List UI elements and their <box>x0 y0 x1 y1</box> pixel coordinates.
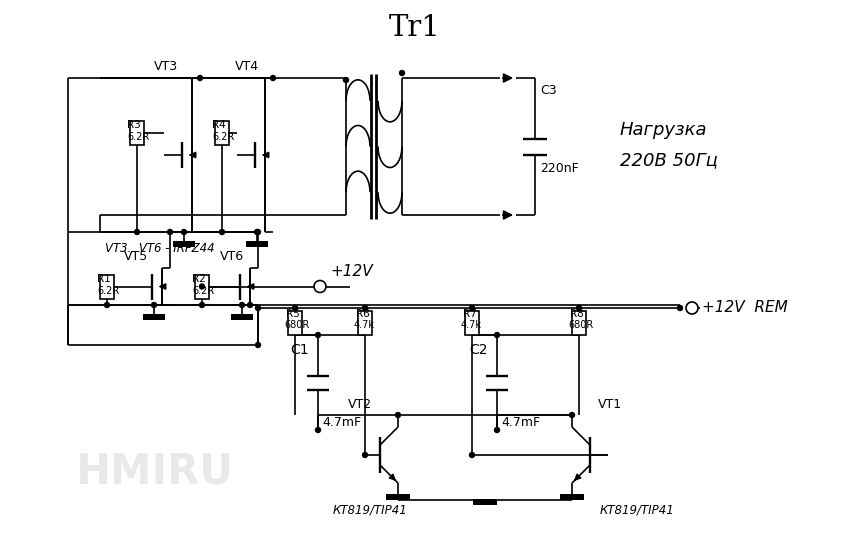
Text: R2: R2 <box>192 273 206 283</box>
Text: C2: C2 <box>469 343 488 357</box>
Text: R1: R1 <box>97 273 110 283</box>
Text: VT5: VT5 <box>124 249 148 262</box>
Text: VT3...VT6 - IRFZ44: VT3...VT6 - IRFZ44 <box>105 242 214 254</box>
Text: 680R: 680R <box>284 320 309 330</box>
Text: HMIRU: HMIRU <box>75 451 233 493</box>
Text: КТ819/TIP41: КТ819/TIP41 <box>600 503 675 517</box>
Circle shape <box>495 333 500 338</box>
Circle shape <box>576 305 581 310</box>
Circle shape <box>469 305 474 310</box>
Circle shape <box>219 229 224 234</box>
Circle shape <box>256 229 260 234</box>
Circle shape <box>362 453 367 458</box>
Circle shape <box>256 343 260 348</box>
Text: 680R: 680R <box>568 320 593 330</box>
Text: 4.7k: 4.7k <box>461 320 482 330</box>
Circle shape <box>200 302 205 307</box>
Bar <box>386 494 410 500</box>
Circle shape <box>570 412 575 417</box>
Text: VT1: VT1 <box>598 398 622 411</box>
Text: +12V  REM: +12V REM <box>702 300 788 315</box>
Circle shape <box>395 412 400 417</box>
Circle shape <box>254 229 259 234</box>
Circle shape <box>677 305 683 310</box>
Circle shape <box>167 229 173 234</box>
Circle shape <box>200 284 205 289</box>
Text: R4: R4 <box>212 120 226 130</box>
Bar <box>473 499 497 505</box>
Text: 220nF: 220nF <box>540 162 579 175</box>
Text: Нагрузка: Нагрузка <box>620 121 707 139</box>
Bar <box>560 494 584 500</box>
Bar <box>215 121 229 145</box>
Circle shape <box>247 302 252 307</box>
Circle shape <box>151 302 156 307</box>
Circle shape <box>270 75 275 80</box>
Bar <box>288 311 302 335</box>
Bar <box>195 275 209 299</box>
Circle shape <box>362 305 367 310</box>
Text: VT6: VT6 <box>220 249 244 262</box>
Circle shape <box>240 302 245 307</box>
Text: C3: C3 <box>540 84 557 97</box>
Text: R5: R5 <box>286 309 300 319</box>
Text: 6.2R: 6.2R <box>127 132 150 142</box>
Bar <box>246 241 268 247</box>
Text: R6: R6 <box>356 309 370 319</box>
Bar <box>100 275 114 299</box>
Text: 220В 50Гц: 220В 50Гц <box>620 151 718 169</box>
Text: 4.7k: 4.7k <box>354 320 375 330</box>
Text: 6.2R: 6.2R <box>212 132 235 142</box>
Circle shape <box>495 427 500 432</box>
Text: R8: R8 <box>570 309 584 319</box>
Circle shape <box>469 453 474 458</box>
Bar <box>358 311 372 335</box>
Text: 4.7mF: 4.7mF <box>322 416 361 429</box>
Text: Tr1: Tr1 <box>389 14 441 42</box>
Bar <box>572 311 586 335</box>
Text: 6.2R: 6.2R <box>97 286 119 296</box>
Circle shape <box>343 78 348 83</box>
Circle shape <box>182 229 186 234</box>
Bar <box>173 241 195 247</box>
Circle shape <box>197 75 202 80</box>
Circle shape <box>292 305 298 310</box>
Text: 4.7mF: 4.7mF <box>501 416 540 429</box>
Text: +12V: +12V <box>330 263 372 278</box>
Text: VT3: VT3 <box>154 60 178 73</box>
Bar <box>130 121 144 145</box>
Text: R7: R7 <box>463 309 477 319</box>
Circle shape <box>315 427 320 432</box>
Circle shape <box>105 302 110 307</box>
Bar <box>465 311 479 335</box>
Text: КТ819/TIP41: КТ819/TIP41 <box>333 503 408 517</box>
Circle shape <box>315 333 320 338</box>
Circle shape <box>256 305 260 310</box>
Text: 6.2R: 6.2R <box>192 286 214 296</box>
Circle shape <box>134 229 139 234</box>
Bar <box>231 314 253 320</box>
Circle shape <box>400 70 405 75</box>
Text: C1: C1 <box>290 343 309 357</box>
Text: VT2: VT2 <box>348 398 372 411</box>
Text: R3: R3 <box>127 120 141 130</box>
Text: VT4: VT4 <box>235 60 259 73</box>
Bar <box>143 314 165 320</box>
